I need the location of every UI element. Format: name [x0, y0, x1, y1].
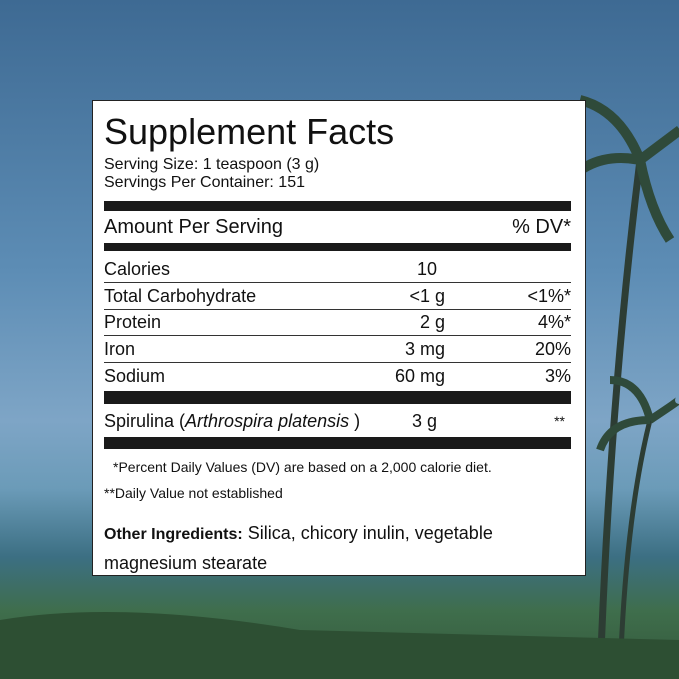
spirulina: Spirulina (	[104, 411, 186, 431]
divider	[104, 391, 571, 404]
amount: 3 g	[411, 411, 437, 431]
amount: 3 mg	[404, 339, 445, 360]
paren: )	[354, 411, 361, 431]
nutrient-name: Total Carbohydrate	[104, 285, 257, 306]
header-row: Amount Per Serving % DV*	[104, 214, 571, 240]
spirulina-row: Spirulina (Arthrospira platensis ) 3 g *…	[104, 408, 571, 434]
nutrient-name: Sodium	[104, 365, 166, 386]
amount: <1 g	[409, 285, 445, 306]
row-divider	[104, 308, 571, 310]
nutrient-name: Iron	[104, 339, 136, 360]
divider	[104, 201, 571, 211]
daily-value: 20%	[534, 339, 571, 360]
row-divider	[104, 335, 571, 337]
supplement-facts-label: Supplement Facts Serving Size: 1 teaspoo…	[92, 100, 586, 576]
footnote: **Daily Value not established	[104, 485, 283, 501]
daily-value: <1%*	[527, 285, 571, 306]
dv: **	[554, 413, 565, 429]
nutrient-name: Protein	[104, 312, 162, 333]
nutrient-row: Calories 10	[104, 256, 571, 282]
dv-header: % DV*	[512, 216, 571, 238]
nutrient-row: Sodium 60 mg 3%	[104, 363, 571, 389]
divider	[104, 243, 571, 251]
daily-value: 4%*	[537, 312, 571, 333]
nutrient-row: Protein 2 g 4%*	[104, 309, 571, 335]
ingredient-name: Spirulina (Arthrospira platensis )	[104, 408, 360, 434]
row-divider	[104, 282, 571, 283]
serving-size: Serving Size: 1 teaspoon (3 g)	[104, 156, 320, 173]
latin-name: Arthrospira platensis	[185, 411, 350, 431]
nutrient-row: Total Carbohydrate <1 g <1%*	[104, 283, 571, 309]
row-divider	[104, 362, 571, 364]
other-ingredients-label: Other Ingredients:	[104, 526, 243, 543]
amount: 10	[416, 259, 437, 279]
divider	[104, 437, 571, 449]
nutrient-row: Iron 3 mg 20%	[104, 336, 571, 362]
amount: 60 mg	[394, 365, 445, 386]
other-ingredients: Other Ingredients: Silica, chicory inuli…	[104, 519, 544, 577]
title: Supplement Facts	[104, 111, 395, 152]
nutrient-name: Calories	[104, 259, 171, 279]
amount: 2 g	[419, 312, 445, 333]
footnote: *Percent Daily Values (DV) are based on …	[113, 459, 492, 475]
servings-per-container: Servings Per Container: 151	[104, 174, 305, 191]
daily-value: 3%	[544, 365, 571, 386]
other-ingredients-text: Silica, chicory inulin, vegetable magnes…	[104, 523, 493, 573]
amount-header: Amount Per Serving	[104, 216, 283, 238]
